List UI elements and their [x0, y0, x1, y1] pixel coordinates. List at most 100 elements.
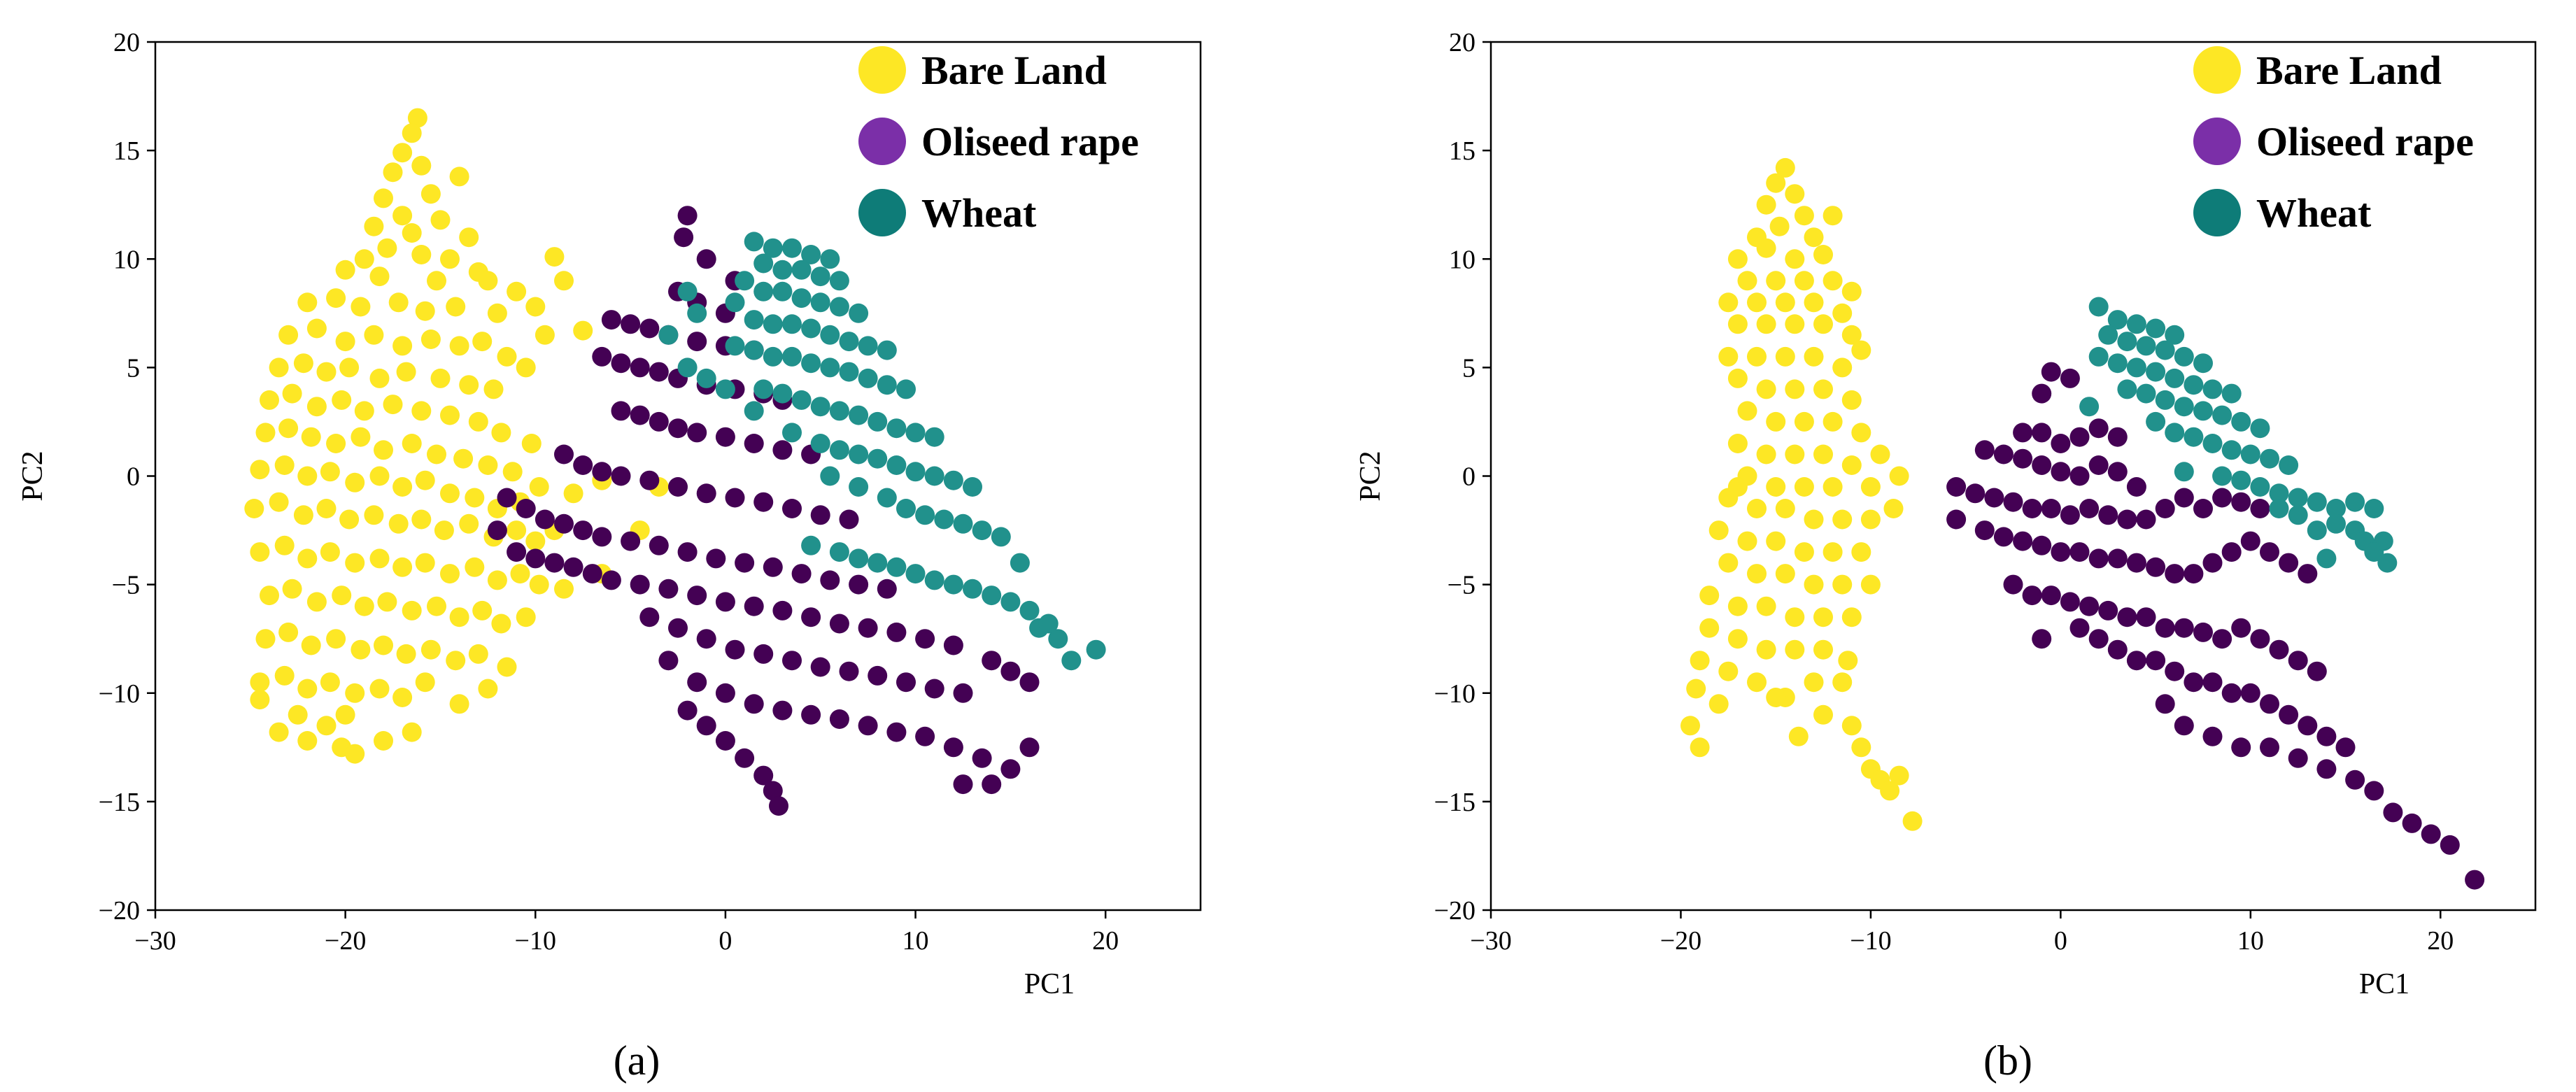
data-point — [2013, 531, 2033, 551]
y-tick-label: −5 — [1448, 571, 1475, 600]
data-point — [2221, 542, 2242, 562]
data-point — [1769, 216, 1790, 236]
data-point — [2260, 448, 2279, 469]
data-point — [2098, 600, 2118, 621]
data-point — [2155, 340, 2175, 360]
data-point — [1841, 607, 1862, 627]
data-point — [2174, 488, 2194, 508]
x-tick-label: −20 — [1660, 926, 1701, 956]
data-point — [1823, 542, 1843, 562]
data-point — [411, 245, 432, 264]
data-point — [943, 635, 963, 655]
data-point — [2231, 411, 2251, 432]
data-point — [2032, 383, 2052, 404]
data-point — [563, 483, 583, 504]
data-point — [430, 368, 451, 388]
data-point — [2202, 553, 2223, 573]
data-point — [260, 390, 279, 410]
data-point — [306, 592, 327, 612]
panel-b: −30 −20 −10 0 10 20−20−15−10−505101520PC1PC2(… — [1354, 28, 2537, 1084]
data-point — [972, 748, 992, 768]
data-point — [2107, 310, 2128, 330]
data-point — [744, 401, 764, 421]
data-point — [886, 722, 907, 742]
data-point — [332, 586, 352, 606]
data-point — [351, 297, 371, 317]
data-point — [1000, 592, 1021, 612]
data-point — [915, 629, 935, 649]
data-point — [2098, 505, 2118, 525]
data-point — [858, 368, 878, 388]
legend-marker — [858, 189, 906, 236]
data-point — [420, 329, 441, 349]
data-point — [2231, 618, 2251, 638]
data-point — [459, 227, 479, 248]
data-point — [2032, 455, 2052, 475]
x-tick-label: 20 — [1092, 926, 1119, 956]
data-point — [2088, 455, 2109, 475]
data-point — [2107, 462, 2128, 482]
data-point — [2126, 314, 2146, 334]
data-point — [427, 444, 446, 465]
data-point — [1708, 694, 1729, 714]
data-point — [415, 470, 435, 490]
data-point — [2069, 427, 2090, 447]
data-point — [649, 535, 669, 555]
data-point — [1756, 238, 1776, 258]
data-point — [2136, 509, 2156, 530]
data-point — [769, 796, 788, 816]
data-point — [924, 466, 944, 486]
data-point — [392, 143, 413, 163]
data-point — [2079, 596, 2100, 616]
data-point — [345, 744, 365, 764]
data-point — [2174, 397, 2194, 417]
data-point — [525, 297, 546, 317]
data-point — [345, 683, 365, 703]
data-point — [293, 353, 313, 374]
data-point — [963, 579, 982, 599]
data-point — [1965, 483, 1986, 504]
data-point — [1851, 542, 1871, 562]
data-point — [715, 379, 735, 399]
data-point — [449, 336, 469, 356]
legend-label: Wheat — [921, 190, 1037, 236]
data-point — [516, 499, 536, 518]
data-point — [1804, 292, 1824, 313]
data-point — [449, 694, 469, 714]
data-point — [345, 553, 365, 573]
x-tick-label: −30 — [134, 926, 176, 956]
data-point — [2279, 455, 2299, 475]
data-point — [269, 357, 289, 378]
data-point — [2212, 405, 2232, 425]
data-point — [953, 683, 973, 703]
x-tick-label: −10 — [1850, 926, 1891, 956]
data-point — [563, 557, 583, 577]
data-point — [991, 527, 1011, 547]
data-point — [1766, 477, 1786, 497]
data-point — [2260, 542, 2279, 562]
data-point — [2231, 737, 2251, 758]
data-point — [849, 574, 869, 595]
scatter-points — [1680, 157, 2485, 890]
data-point — [639, 607, 660, 627]
data-point — [306, 397, 327, 417]
data-point — [905, 462, 926, 482]
data-point — [868, 411, 888, 432]
data-point — [1718, 661, 1739, 681]
data-point — [516, 357, 536, 378]
data-point — [1860, 574, 1881, 595]
data-point — [326, 288, 346, 309]
data-point — [2307, 661, 2327, 681]
data-point — [868, 665, 888, 686]
data-point — [351, 427, 371, 447]
data-point — [715, 427, 735, 447]
data-point — [2136, 607, 2156, 627]
series-wheat — [658, 232, 1106, 671]
data-point — [465, 488, 485, 508]
data-point — [2174, 618, 2194, 638]
data-point — [982, 774, 1002, 795]
data-point — [2221, 383, 2242, 404]
data-point — [2307, 520, 2327, 541]
data-point — [1766, 411, 1786, 432]
data-point — [521, 434, 542, 453]
